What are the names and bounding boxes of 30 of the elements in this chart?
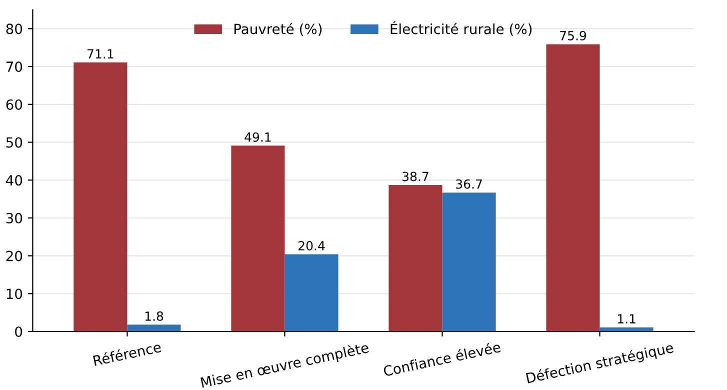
y-tick-label: 20 xyxy=(6,250,22,262)
bar xyxy=(127,324,181,332)
bar xyxy=(74,62,128,332)
data-label: 38.7 xyxy=(402,172,428,182)
bar xyxy=(546,44,600,332)
bar xyxy=(284,254,338,332)
x-tick-label: Défection stratégique xyxy=(526,341,674,386)
y-tick-label: 50 xyxy=(6,137,22,148)
data-label: 36.7 xyxy=(456,179,482,189)
bar xyxy=(231,146,285,332)
y-tick-label: 60 xyxy=(6,99,22,110)
data-label: 75.9 xyxy=(560,30,586,40)
data-label: 1.1 xyxy=(618,314,636,324)
bar xyxy=(442,192,496,332)
legend-label: Électricité rurale (%) xyxy=(390,21,532,36)
data-label: 1.8 xyxy=(145,311,164,321)
y-tick-label: 40 xyxy=(6,175,22,186)
y-tick-label: 70 xyxy=(6,62,22,72)
bar xyxy=(388,185,442,332)
y-tick-label: 10 xyxy=(6,288,22,300)
y-tick-label: 30 xyxy=(6,212,22,224)
data-label: 49.1 xyxy=(244,132,271,142)
x-tick-label: Mise en œuvre complète xyxy=(200,341,370,390)
x-tick-label: Référence xyxy=(92,340,162,366)
data-label: 20.4 xyxy=(298,241,325,250)
legend-label: Pauvreté (%) xyxy=(234,22,322,36)
x-tick-label: Confiance élevée xyxy=(382,340,502,377)
y-tick-label: 0 xyxy=(15,326,22,337)
y-tick-label: 80 xyxy=(6,24,22,34)
data-label: 71.1 xyxy=(88,49,114,58)
